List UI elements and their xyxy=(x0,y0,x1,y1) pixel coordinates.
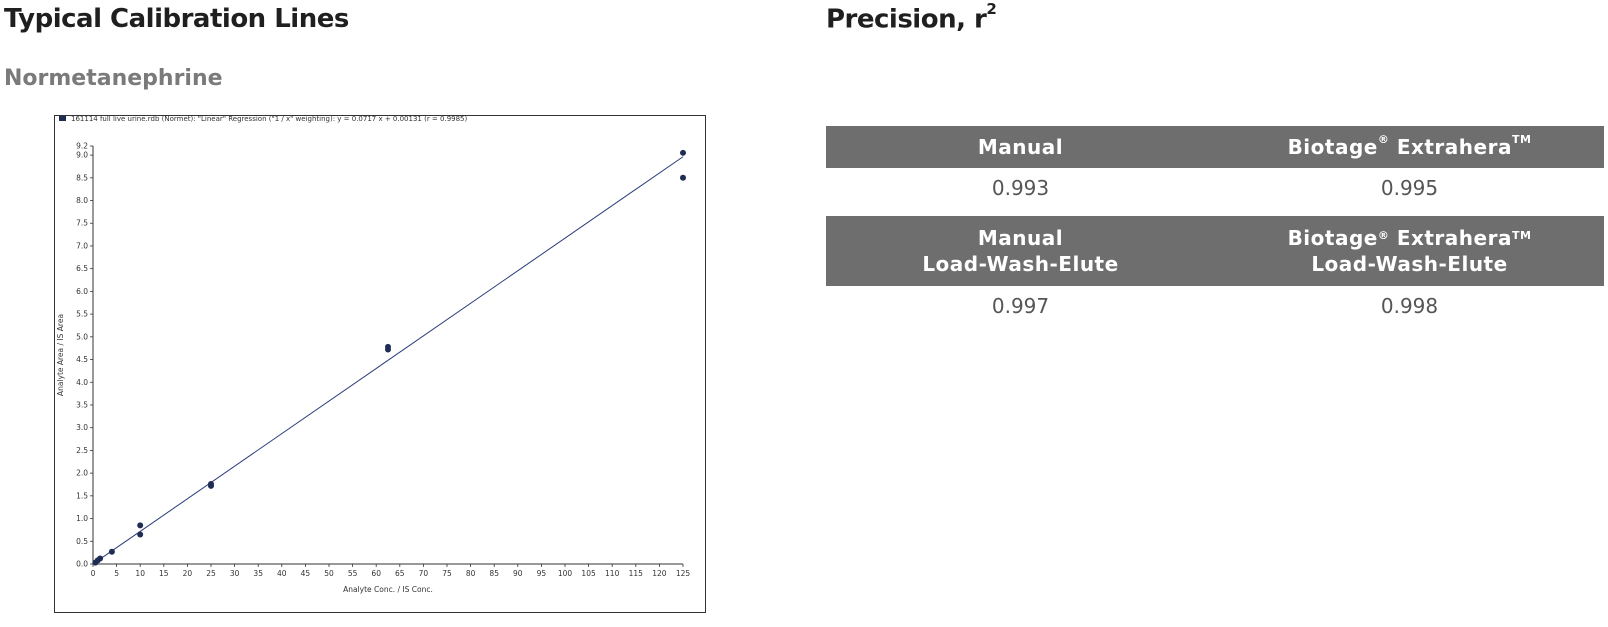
x-tick-label: 30 xyxy=(230,569,240,578)
x-axis-label: Analyte Conc. / IS Conc. xyxy=(343,585,433,594)
x-tick-label: 120 xyxy=(652,569,667,578)
data-point xyxy=(680,174,686,181)
data-point xyxy=(208,481,214,488)
x-tick-label: 80 xyxy=(466,569,476,578)
x-tick-label: 70 xyxy=(419,569,429,578)
precision-title-text: Precision, r xyxy=(826,4,987,35)
value-manual: 0.993 xyxy=(991,176,1050,200)
x-tick-label: 45 xyxy=(301,569,311,578)
precision-title-superscript: 2 xyxy=(986,0,997,18)
x-tick-label: 0 xyxy=(91,569,96,578)
x-tick-label: 15 xyxy=(159,569,169,578)
y-tick-label: 5.0 xyxy=(76,332,88,341)
legend-swatch xyxy=(59,116,66,121)
header-biotage-label: Biotage xyxy=(1287,226,1378,250)
x-tick-label: 125 xyxy=(676,569,691,578)
calibration-chart: 161114 full live urine.rdb (Normet): "Li… xyxy=(54,115,706,613)
y-tick-label: 1.5 xyxy=(76,491,88,500)
trademark-mark: TM xyxy=(1511,229,1532,242)
y-tick-label: 7.0 xyxy=(76,241,88,250)
y-tick-label: 5.5 xyxy=(76,310,88,319)
value-extrahera-lwe: 0.998 xyxy=(1380,294,1439,318)
trademark-mark: TM xyxy=(1511,133,1532,146)
value-manual-lwe: 0.997 xyxy=(991,294,1050,318)
x-tick-label: 5 xyxy=(114,569,119,578)
registered-mark: ® xyxy=(1377,133,1390,146)
x-tick-label: 25 xyxy=(206,569,216,578)
data-point xyxy=(137,531,144,538)
y-tick-label: 9.2 xyxy=(76,142,88,151)
x-tick-label: 55 xyxy=(348,569,358,578)
legend-text: 161114 full live urine.rdb (Normet): "Li… xyxy=(71,116,468,123)
y-tick-label: 8.0 xyxy=(76,196,88,205)
x-tick-label: 65 xyxy=(395,569,405,578)
y-tick-label: 8.5 xyxy=(76,173,88,182)
registered-mark: ® xyxy=(1377,229,1390,242)
precision-table-standard: Manual Biotage® ExtraheraTM 0.993 0.995 xyxy=(826,126,1604,208)
x-tick-label: 75 xyxy=(442,569,452,578)
x-tick-label: 60 xyxy=(371,569,381,578)
y-tick-label: 1.0 xyxy=(76,514,88,523)
data-point xyxy=(108,548,115,555)
y-tick-label: 3.5 xyxy=(76,400,88,409)
x-tick-label: 90 xyxy=(513,569,523,578)
y-tick-label: 3.0 xyxy=(76,423,88,432)
y-tick-label: 0.0 xyxy=(76,560,88,569)
x-tick-label: 10 xyxy=(135,569,145,578)
data-point xyxy=(680,149,686,156)
x-tick-label: 50 xyxy=(324,569,334,578)
y-axis-label: Analyte Area / IS Area xyxy=(56,314,65,396)
x-tick-label: 35 xyxy=(253,569,263,578)
table-row: 0.993 0.995 xyxy=(826,168,1604,208)
y-tick-label: 7.5 xyxy=(76,219,88,228)
table-header-row: Manual Biotage® ExtraheraTM xyxy=(826,126,1604,168)
data-point xyxy=(137,522,144,529)
y-tick-label: 2.0 xyxy=(76,469,88,478)
header-manual: Manual xyxy=(826,126,1215,168)
header-manual-lwe: Manual Load-Wash-Elute xyxy=(826,216,1215,286)
header-extrahera-label: Extrahera xyxy=(1396,135,1512,159)
x-tick-label: 85 xyxy=(489,569,499,578)
header-manual-label: Manual xyxy=(977,226,1064,250)
x-tick-label: 40 xyxy=(277,569,287,578)
header-extrahera-sub: Load-Wash-Elute xyxy=(1311,252,1508,276)
y-tick-label: 9.0 xyxy=(76,151,88,160)
y-tick-label: 6.0 xyxy=(76,287,88,296)
header-extrahera: Biotage® ExtraheraTM xyxy=(1215,126,1604,168)
table-row: 0.997 0.998 xyxy=(826,286,1604,326)
x-tick-label: 110 xyxy=(605,569,620,578)
header-extrahera-label: Extrahera xyxy=(1396,226,1512,250)
regression-line xyxy=(92,156,684,565)
y-tick-label: 0.5 xyxy=(76,537,88,546)
value-extrahera: 0.995 xyxy=(1380,176,1439,200)
data-point xyxy=(97,555,104,562)
x-tick-label: 95 xyxy=(537,569,547,578)
header-extrahera-lwe: Biotage® ExtraheraTM Load-Wash-Elute xyxy=(1215,216,1604,286)
y-tick-label: 4.5 xyxy=(76,355,88,364)
x-tick-label: 115 xyxy=(629,569,644,578)
data-point xyxy=(385,343,391,350)
header-manual-sub: Load-Wash-Elute xyxy=(922,252,1119,276)
calibration-chart-svg: 161114 full live urine.rdb (Normet): "Li… xyxy=(56,116,691,594)
y-tick-label: 4.0 xyxy=(76,378,88,387)
x-tick-label: 20 xyxy=(183,569,193,578)
header-manual-label: Manual xyxy=(977,135,1064,159)
analyte-subtitle: Normetanephrine xyxy=(4,66,223,91)
precision-title: Precision, r2 xyxy=(826,0,997,35)
precision-table-lwe: Manual Load-Wash-Elute Biotage® Extrahera… xyxy=(826,216,1604,326)
y-tick-label: 6.5 xyxy=(76,264,88,273)
x-tick-label: 105 xyxy=(581,569,596,578)
table-header-row: Manual Load-Wash-Elute Biotage® Extrahera… xyxy=(826,216,1604,286)
y-tick-label: 2.5 xyxy=(76,446,88,455)
calibration-title: Typical Calibration Lines xyxy=(4,4,349,34)
x-tick-label: 100 xyxy=(558,569,573,578)
header-biotage-label: Biotage xyxy=(1287,135,1378,159)
